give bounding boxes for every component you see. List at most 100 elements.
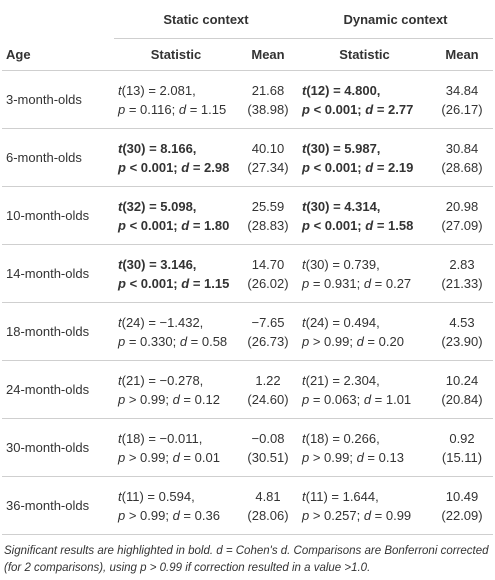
statistic-line: p > 0.257; d = 0.99 [302, 507, 412, 523]
mean-cell: −0.08 (30.51) [238, 418, 298, 477]
column-header: Mean [431, 38, 494, 71]
group-header: Dynamic context [298, 0, 494, 39]
statistic-line: t(30) = 3.146, [118, 256, 197, 272]
mean-line: 30.84 [445, 140, 479, 156]
statistic-cell: t(13) = 2.081, p = 0.116; d = 1.15 [114, 70, 238, 129]
mean-line: 20.98 [445, 198, 479, 214]
mean-line: (27.34) [247, 159, 289, 175]
table-row: 24-month-olds t(21) = −0.278, p > 0.99; d … [2, 360, 494, 419]
footnote: Significant results are highlighted in b… [4, 545, 489, 574]
statistic-cell: t(24) = −1.432, p = 0.330; d = 0.58 [114, 302, 238, 361]
statistic-line: p < 0.001; d = 1.80 [118, 217, 230, 233]
statistic-cell: t(24) = 0.494, p > 0.99; d = 0.20 [298, 302, 431, 361]
mean-cell: 10.49 (22.09) [431, 476, 494, 535]
statistic-cell: t(32) = 5.098, p < 0.001; d = 1.80 [114, 186, 238, 245]
blank [2, 0, 114, 39]
age-cell: 14-month-olds [2, 244, 114, 303]
age-cell: 18-month-olds [2, 302, 114, 361]
mean-line: (27.09) [441, 217, 483, 233]
mean-cell: 1.22 (24.60) [238, 360, 298, 419]
statistic-line: p = 0.063; d = 1.01 [302, 391, 412, 407]
mean-line: −0.08 [251, 430, 285, 446]
statistic-line: p = 0.931; d = 0.27 [302, 275, 412, 291]
table-row: 14-month-olds t(30) = 3.146, p < 0.001; d … [2, 244, 494, 303]
statistic-line: t(11) = 1.644, [302, 488, 379, 504]
statistic-line: p > 0.99; d = 0.01 [118, 449, 220, 465]
statistic-line: t(12) = 4.800, [302, 82, 381, 98]
statistic-cell: t(30) = 0.739, p = 0.931; d = 0.27 [298, 244, 431, 303]
mean-line: (21.33) [441, 275, 483, 291]
table-row: 10-month-olds t(32) = 5.098, p < 0.001; d … [2, 186, 494, 245]
statistic-line: p < 0.001; d = 1.15 [118, 275, 230, 291]
column-header: Mean [238, 38, 298, 71]
statistic-line: t(18) = 0.266, [302, 430, 380, 446]
statistic-cell: t(12) = 4.800, p < 0.001; d = 2.77 [298, 70, 431, 129]
statistic-cell: t(11) = 1.644, p > 0.257; d = 0.99 [298, 476, 431, 535]
mean-cell: 21.68 (38.98) [238, 70, 298, 129]
mean-cell: 14.70 (26.02) [238, 244, 298, 303]
statistic-line: p > 0.99; d = 0.13 [302, 449, 404, 465]
column-header: Statistic [298, 38, 431, 71]
statistic-line: p > 0.99; d = 0.12 [118, 391, 220, 407]
mean-cell: 34.84 (26.17) [431, 70, 494, 129]
mean-line: (28.68) [441, 159, 483, 175]
mean-line: 25.59 [251, 198, 285, 214]
table-row: 3-month-olds t(13) = 2.081, p = 0.116; d =… [2, 70, 494, 129]
statistic-line: p < 0.001; d = 1.58 [302, 217, 414, 233]
mean-line: 21.68 [251, 82, 285, 98]
mean-cell: 40.10 (27.34) [238, 128, 298, 187]
statistic-line: t(32) = 5.098, [118, 198, 197, 214]
mean-line: (23.90) [441, 333, 483, 349]
statistic-line: p = 0.116; d = 1.15 [118, 101, 227, 117]
table-row: 30-month-olds t(18) = −0.011, p > 0.99; d … [2, 418, 494, 477]
table-row: 6-month-olds t(30) = 8.166, p < 0.001; d =… [2, 128, 494, 187]
mean-line: −7.65 [251, 314, 285, 330]
statistic-line: p < 0.001; d = 2.98 [118, 159, 230, 175]
age-cell: 6-month-olds [2, 128, 114, 187]
mean-line: (22.09) [441, 507, 483, 523]
mean-cell: 2.83 (21.33) [431, 244, 494, 303]
mean-cell: −7.65 (26.73) [238, 302, 298, 361]
statistic-cell: t(30) = 8.166, p < 0.001; d = 2.98 [114, 128, 238, 187]
mean-line: 14.70 [251, 256, 285, 272]
table-row: 18-month-olds t(24) = −1.432, p = 0.330; d… [2, 302, 494, 361]
mean-cell: 20.98 (27.09) [431, 186, 494, 245]
mean-line: 0.92 [449, 430, 475, 446]
statistic-line: p = 0.330; d = 0.58 [118, 333, 228, 349]
statistic-line: t(21) = 2.304, [302, 372, 380, 388]
statistic-cell: t(30) = 4.314, p < 0.001; d = 1.58 [298, 186, 431, 245]
statistic-cell: t(18) = −0.011, p > 0.99; d = 0.01 [114, 418, 238, 477]
mean-line: 4.53 [449, 314, 475, 330]
mean-line: 10.49 [445, 488, 479, 504]
table-body: 3-month-olds t(13) = 2.081, p = 0.116; d =… [2, 70, 494, 535]
group-header: Static context [114, 0, 298, 39]
statistic-line: p < 0.001; d = 2.19 [302, 159, 414, 175]
statistic-cell: t(21) = −0.278, p > 0.99; d = 0.12 [114, 360, 238, 419]
age-cell: 10-month-olds [2, 186, 114, 245]
mean-cell: 25.59 (28.83) [238, 186, 298, 245]
mean-line: (28.06) [247, 507, 289, 523]
statistic-cell: t(18) = 0.266, p > 0.99; d = 0.13 [298, 418, 431, 477]
column-header: Statistic [114, 38, 238, 71]
statistic-line: p > 0.99; d = 0.36 [118, 507, 220, 523]
mean-cell: 10.24 (20.84) [431, 360, 494, 419]
statistic-line: t(30) = 0.739, [302, 256, 380, 272]
statistic-line: t(11) = 0.594, [118, 488, 195, 504]
statistic-line: t(18) = −0.011, [118, 430, 203, 446]
mean-line: (30.51) [247, 449, 289, 465]
age-cell: 24-month-olds [2, 360, 114, 419]
statistic-line: t(24) = −1.432, [118, 314, 204, 330]
statistic-line: t(24) = 0.494, [302, 314, 380, 330]
mean-line: (15.11) [441, 449, 483, 465]
mean-line: (26.17) [441, 101, 483, 117]
mean-line: 40.10 [251, 140, 285, 156]
statistic-cell: t(30) = 5.987, p < 0.001; d = 2.19 [298, 128, 431, 187]
mean-line: (24.60) [247, 391, 289, 407]
mean-line: (20.84) [441, 391, 483, 407]
statistic-cell: t(11) = 0.594, p > 0.99; d = 0.36 [114, 476, 238, 535]
mean-cell: 30.84 (28.68) [431, 128, 494, 187]
mean-line: 10.24 [445, 372, 479, 388]
statistic-line: t(30) = 5.987, [302, 140, 381, 156]
mean-line: 2.83 [449, 256, 475, 272]
